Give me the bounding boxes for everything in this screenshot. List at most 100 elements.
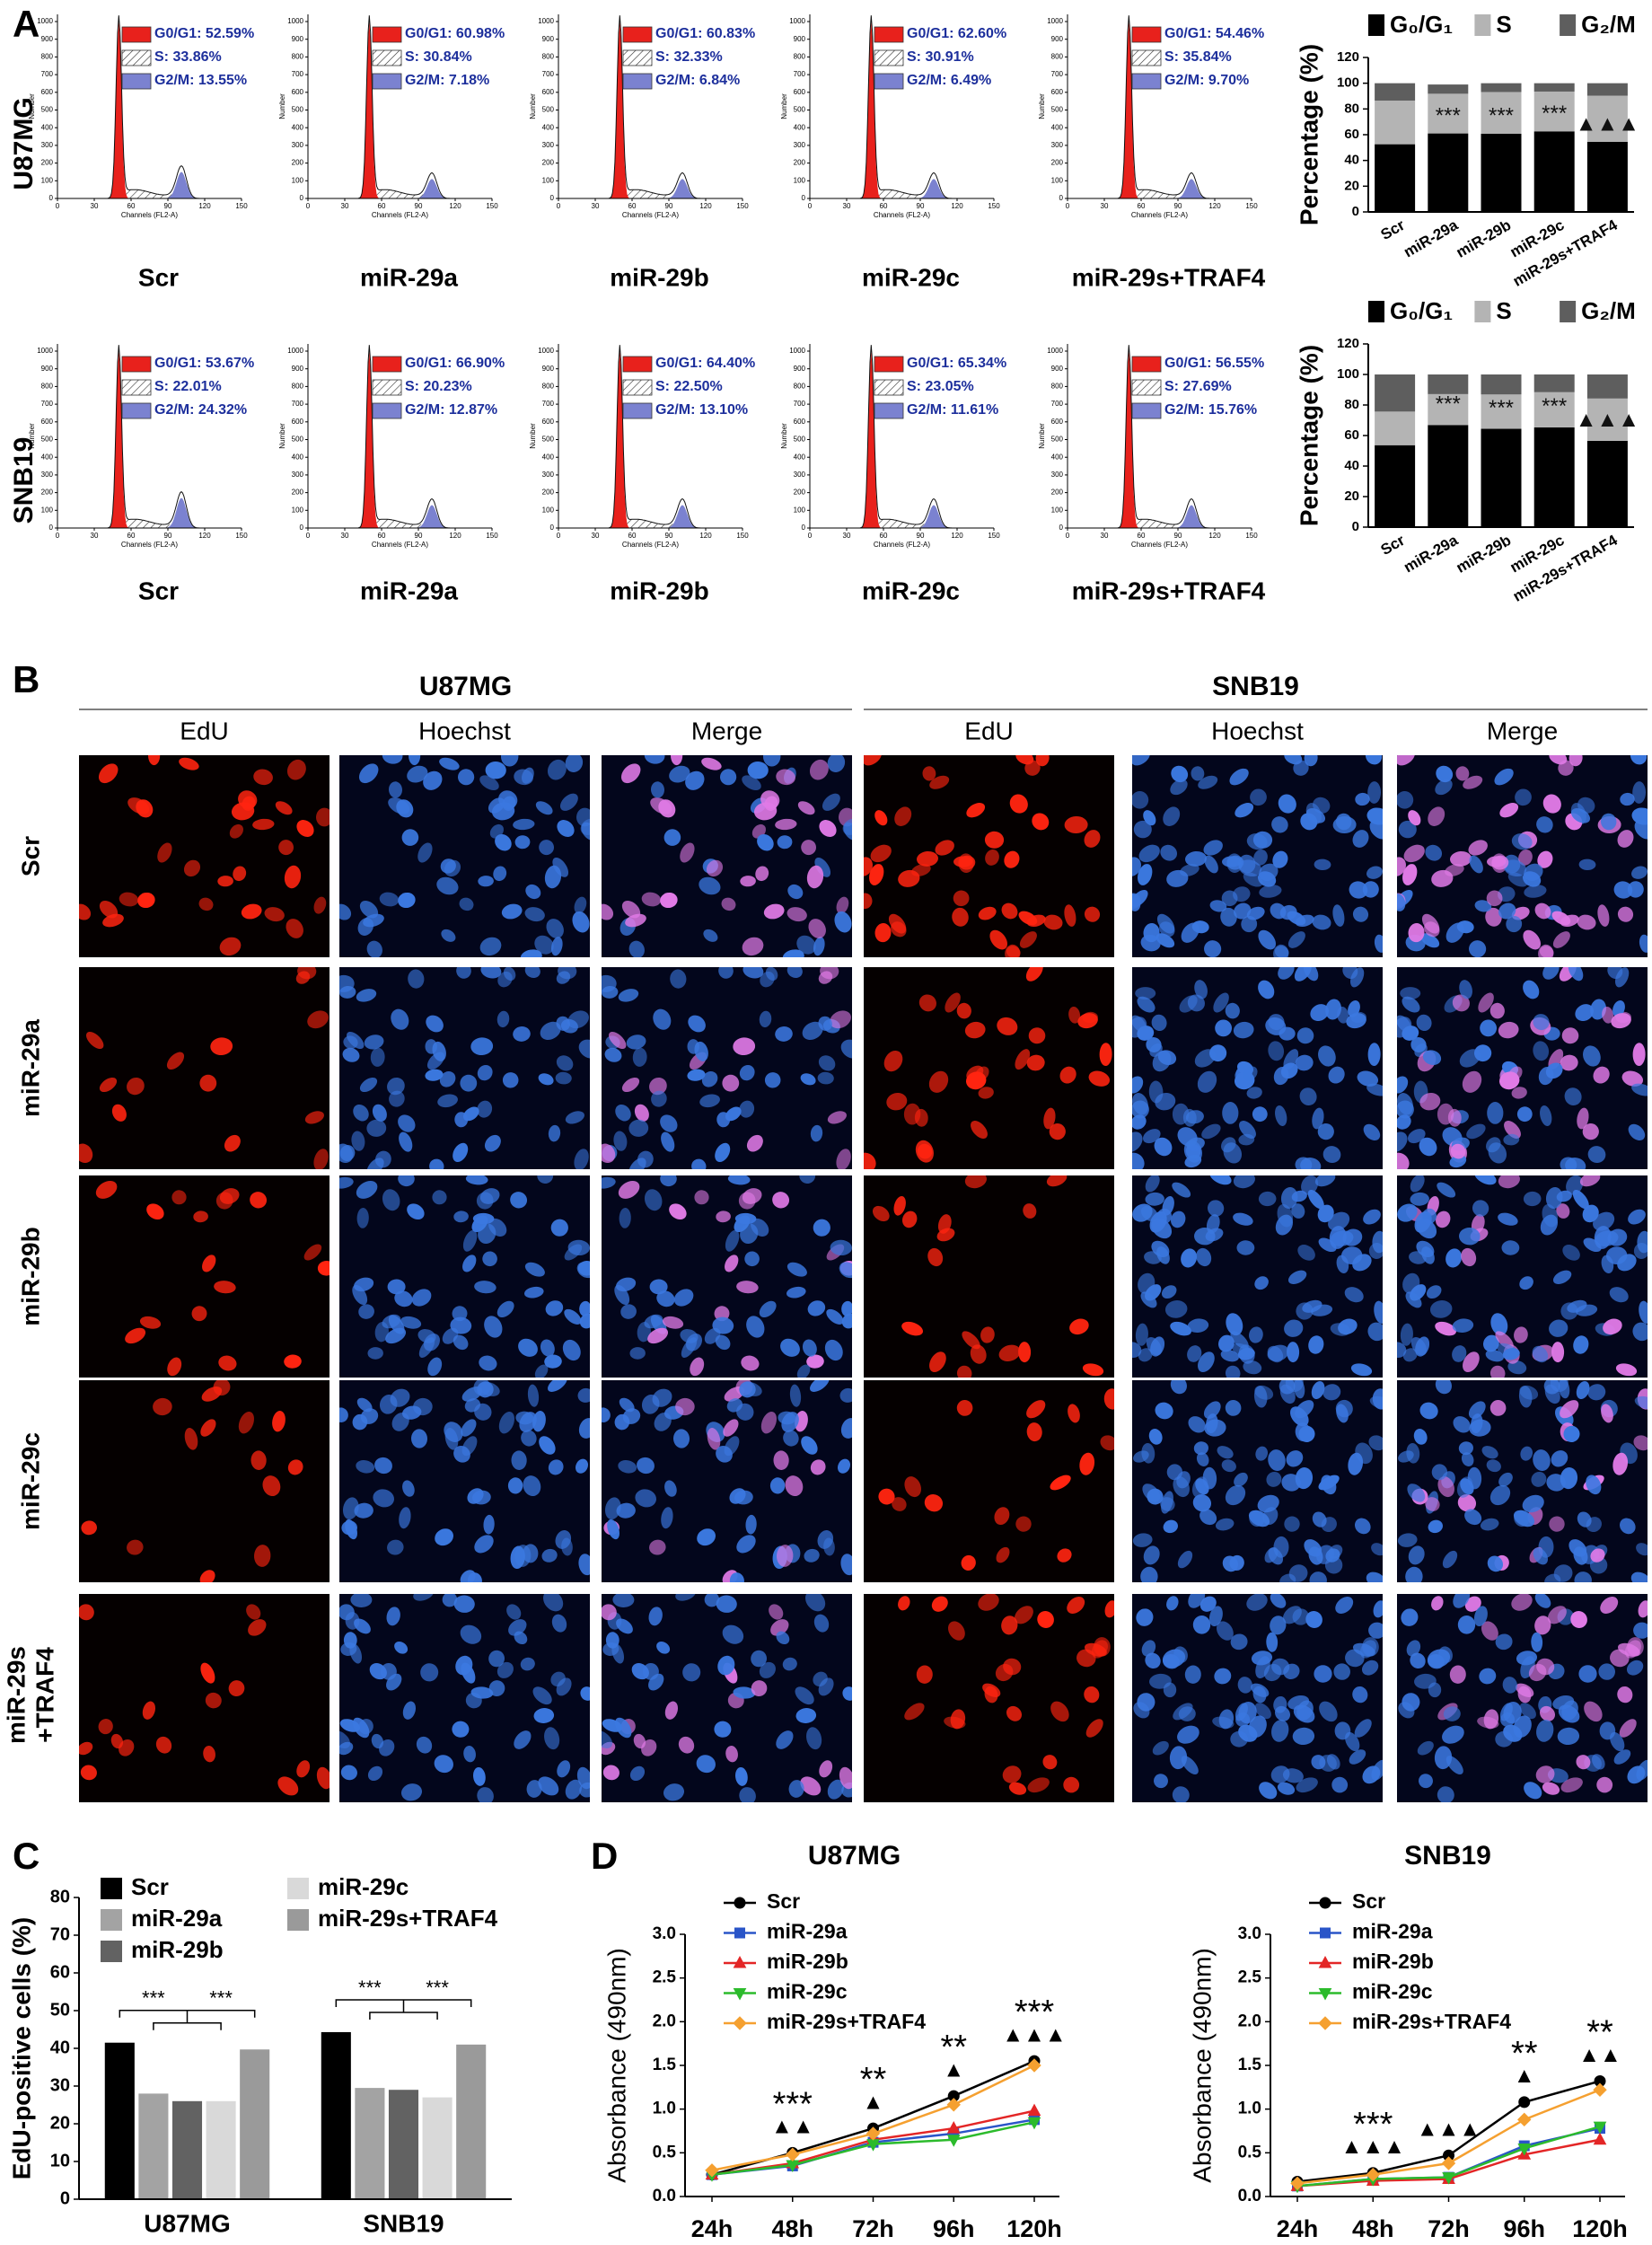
channel-label: EdU bbox=[180, 717, 228, 744]
nucleus bbox=[1365, 755, 1383, 765]
nucleus bbox=[1421, 1246, 1435, 1264]
nucleus bbox=[1469, 940, 1487, 957]
nucleus bbox=[1156, 1246, 1170, 1264]
nucleus bbox=[637, 1457, 655, 1475]
nucleus bbox=[367, 1765, 383, 1782]
nucleus bbox=[602, 1143, 616, 1164]
nucleus bbox=[167, 1357, 182, 1377]
nucleus bbox=[1534, 1616, 1551, 1635]
histogram-s-phase bbox=[595, 189, 731, 198]
nucleus bbox=[1369, 819, 1383, 840]
nucleus bbox=[613, 1131, 628, 1151]
micrograph bbox=[1132, 1380, 1383, 1582]
nucleus bbox=[1363, 1209, 1381, 1225]
nucleus bbox=[1132, 1152, 1145, 1169]
nucleus bbox=[818, 971, 833, 984]
nucleus bbox=[218, 1355, 237, 1371]
y-tick-label: 400 bbox=[41, 453, 54, 461]
nucleus bbox=[1374, 1300, 1383, 1324]
nucleus bbox=[199, 1074, 217, 1092]
nucleus bbox=[1307, 1189, 1324, 1210]
legend-swatch bbox=[372, 379, 402, 396]
x-tick-label: 72h bbox=[1428, 2215, 1470, 2242]
nucleus bbox=[795, 1686, 814, 1705]
nucleus bbox=[1507, 872, 1528, 887]
nucleus bbox=[1566, 1175, 1584, 1195]
y-tick-label: 400 bbox=[794, 453, 806, 461]
nucleus bbox=[1578, 858, 1596, 871]
bar-segment bbox=[1375, 445, 1416, 527]
nucleus bbox=[1408, 923, 1425, 943]
nucleus bbox=[1515, 788, 1532, 806]
nucleus bbox=[1132, 1076, 1144, 1094]
significance-label: *** bbox=[1489, 396, 1514, 420]
nucleus bbox=[1243, 872, 1263, 887]
nucleus bbox=[427, 1357, 443, 1377]
nucleus bbox=[373, 1489, 394, 1508]
y-tick-label: 1000 bbox=[538, 347, 554, 355]
nucleus bbox=[453, 1334, 469, 1351]
nucleus bbox=[565, 755, 584, 773]
nucleus bbox=[1419, 1092, 1441, 1111]
nucleus bbox=[1331, 1776, 1349, 1793]
nucleus bbox=[98, 763, 119, 784]
nucleus bbox=[1563, 1425, 1580, 1442]
nucleus bbox=[350, 1594, 373, 1608]
nucleus bbox=[1435, 779, 1453, 796]
y-tick-label: 100 bbox=[292, 176, 304, 184]
nucleus bbox=[545, 1300, 564, 1316]
nucleus bbox=[864, 755, 883, 766]
nucleus bbox=[353, 1717, 370, 1739]
nucleus bbox=[1435, 1211, 1451, 1228]
nucleus bbox=[1437, 1476, 1454, 1498]
nucleus bbox=[654, 1413, 672, 1431]
nucleus bbox=[922, 766, 936, 781]
nucleus bbox=[607, 1519, 620, 1540]
micrograph bbox=[79, 1594, 330, 1802]
legend-swatch bbox=[1368, 14, 1384, 36]
nucleus bbox=[548, 1124, 561, 1142]
y-tick-label: 300 bbox=[542, 471, 555, 479]
histogram-g1-peak bbox=[1104, 351, 1240, 528]
legend-swatch bbox=[101, 1878, 122, 1899]
nucleus bbox=[441, 929, 456, 942]
nucleus bbox=[1607, 967, 1623, 980]
nucleus bbox=[1508, 1066, 1523, 1081]
nucleus bbox=[1255, 1446, 1269, 1461]
nucleus bbox=[1634, 1395, 1648, 1410]
nucleus bbox=[477, 1100, 493, 1118]
axis-label: Number bbox=[278, 93, 286, 119]
legend-swatch bbox=[372, 26, 402, 43]
nucleus bbox=[1536, 816, 1553, 833]
nucleus bbox=[540, 1021, 561, 1041]
nucleus bbox=[1503, 859, 1527, 877]
nucleus bbox=[1621, 1070, 1644, 1087]
y-tick-label: 100 bbox=[1337, 75, 1359, 91]
nucleus bbox=[1267, 1345, 1284, 1363]
nucleus bbox=[1308, 1335, 1324, 1354]
nucleus bbox=[814, 857, 831, 877]
nucleus bbox=[1024, 760, 1041, 776]
nucleus bbox=[1241, 915, 1258, 933]
nucleus bbox=[352, 1284, 368, 1306]
nucleus bbox=[460, 1624, 482, 1644]
nucleus bbox=[1197, 1070, 1217, 1093]
legend-label: S: 22.50% bbox=[655, 379, 723, 394]
nucleus bbox=[733, 1037, 756, 1056]
nucleus bbox=[733, 1686, 756, 1699]
nucleus bbox=[191, 1306, 207, 1322]
bar-segment bbox=[1375, 411, 1416, 445]
micrograph-background bbox=[1132, 1175, 1383, 1378]
histogram-g1-peak bbox=[595, 351, 731, 528]
nucleus bbox=[1466, 1123, 1486, 1140]
nucleus bbox=[1428, 806, 1446, 827]
nucleus bbox=[1457, 1616, 1476, 1634]
nucleus bbox=[1611, 1013, 1631, 1029]
nucleus bbox=[574, 896, 587, 914]
nucleus bbox=[1638, 1600, 1648, 1618]
nucleus bbox=[660, 1175, 677, 1187]
bar-segment bbox=[1586, 398, 1628, 441]
legend-label: G0/G1: 54.46% bbox=[1164, 26, 1264, 41]
nucleus bbox=[776, 1545, 794, 1567]
